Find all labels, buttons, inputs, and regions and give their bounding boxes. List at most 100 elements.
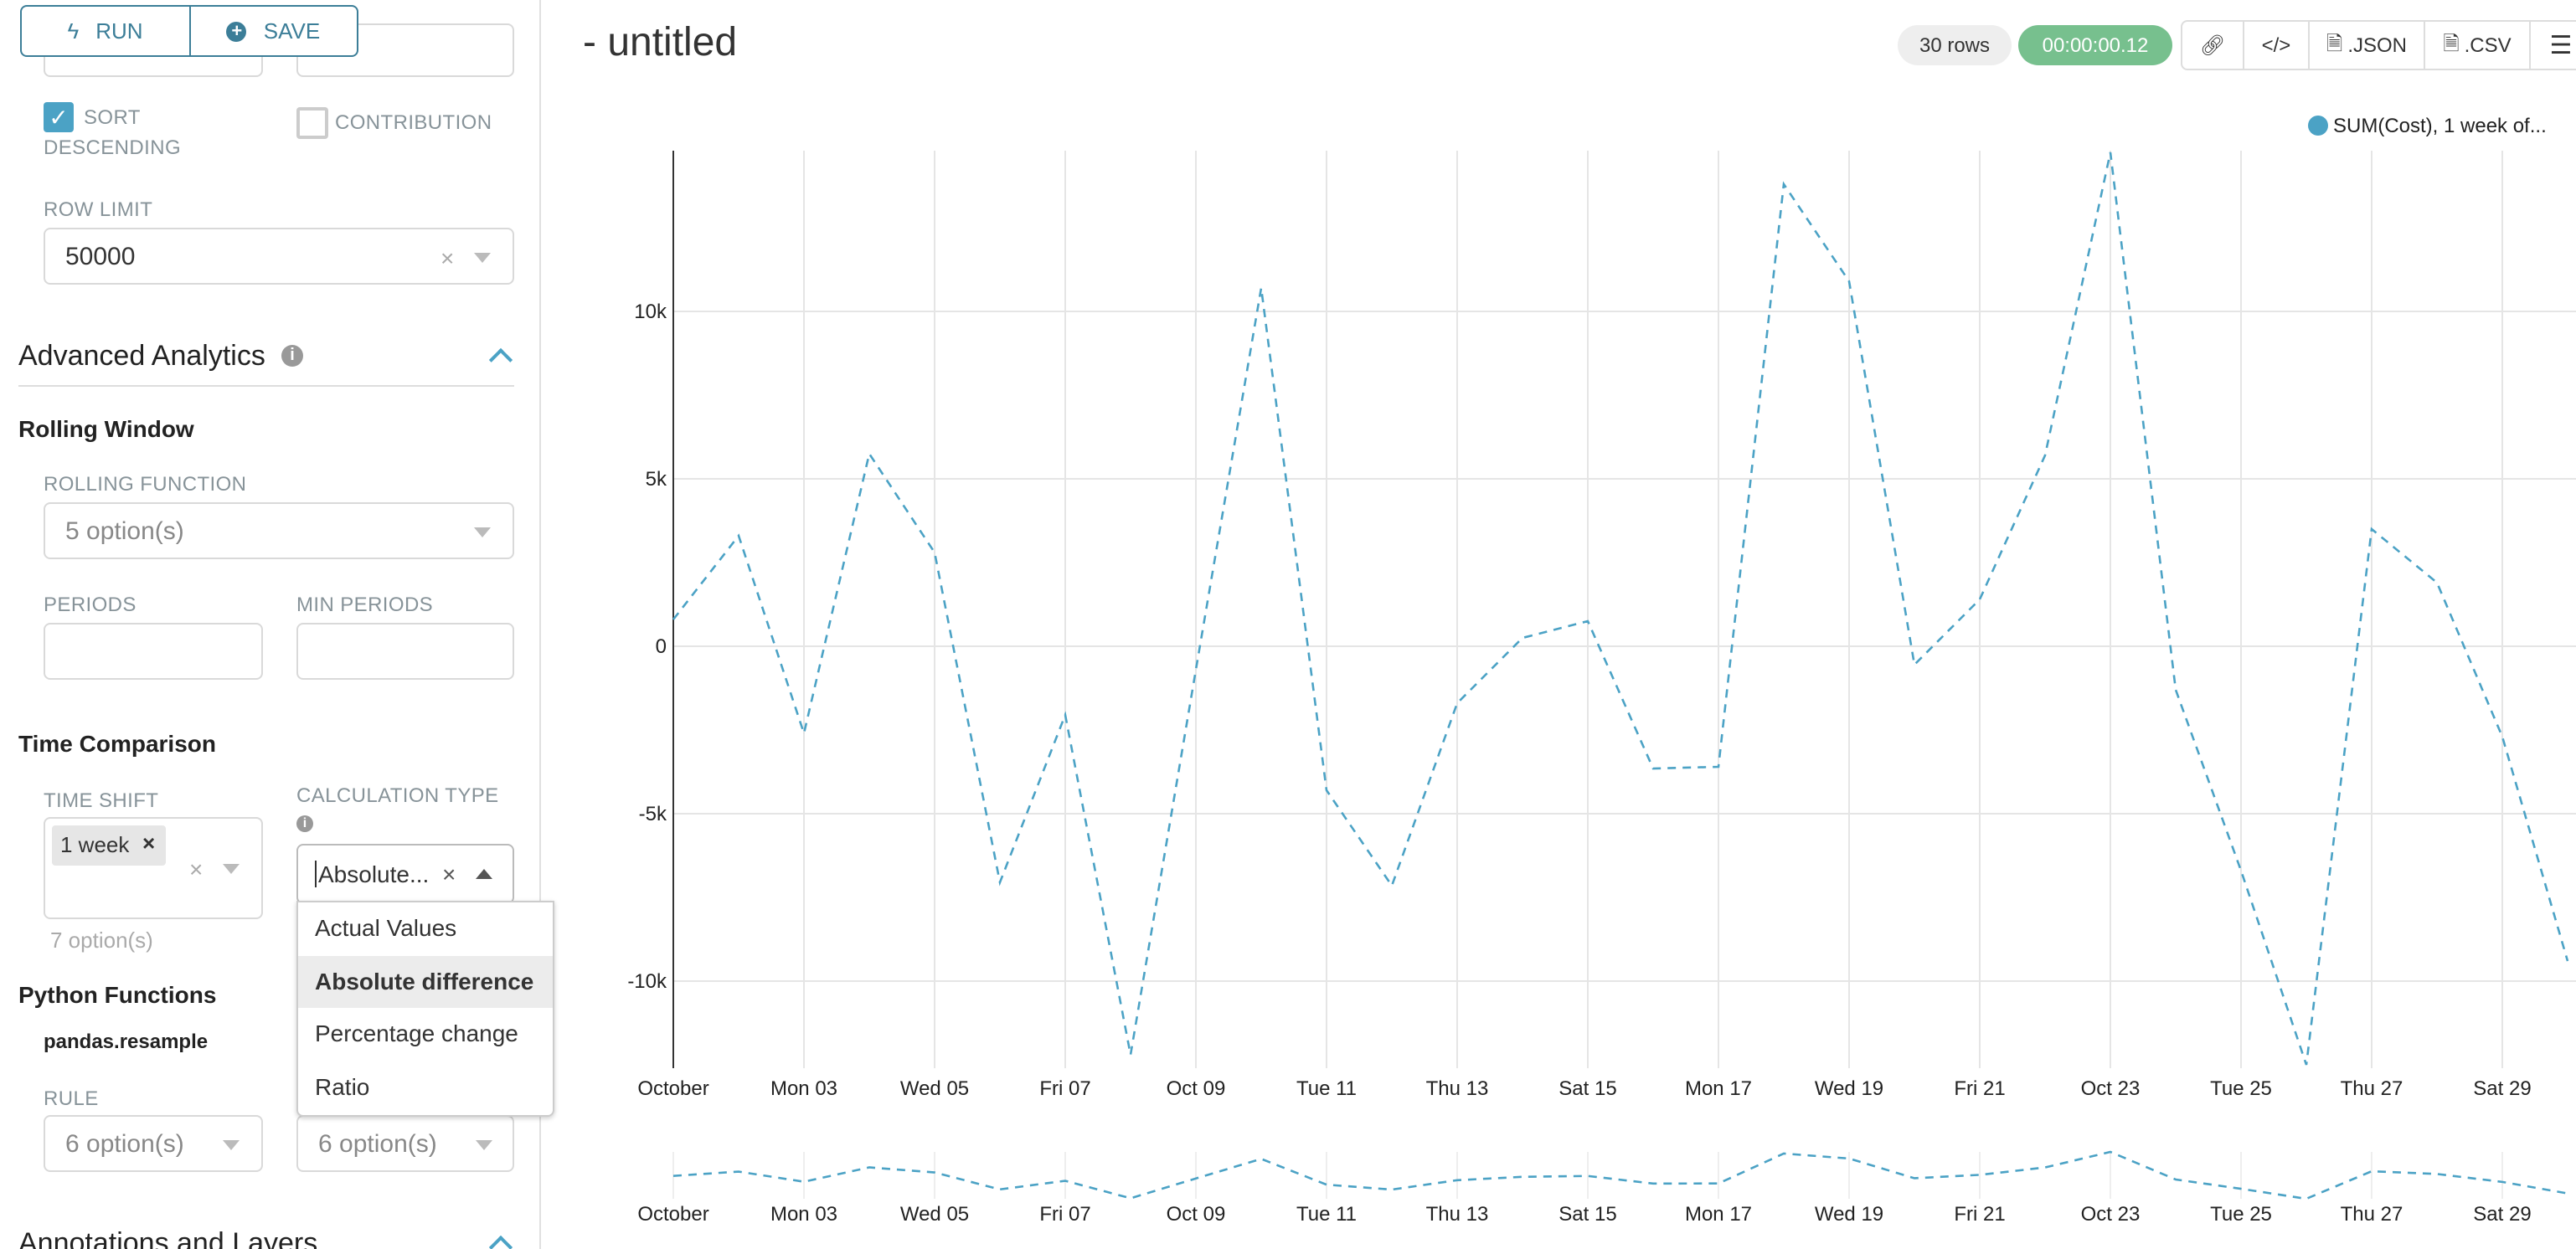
caret-down-icon[interactable] (223, 864, 240, 874)
time-shift-tag: 1 week × (52, 825, 166, 866)
caret-up-icon[interactable] (476, 869, 492, 879)
menu-item-actual-values[interactable]: Actual Values (315, 914, 457, 941)
navigator-tick-label: Fri 21 (1954, 1203, 2005, 1226)
chart-legend[interactable]: SUM(Cost), 1 week of... (2308, 114, 2547, 137)
method-placeholder: 6 option(s) (318, 1130, 437, 1159)
export-csv-button[interactable]: 🗎 .CSV (2424, 22, 2529, 69)
rolling-function-label: ROLLING FUNCTION (44, 472, 247, 496)
x-tick-label: Thu 27 (2341, 1077, 2403, 1100)
y-tick-label: -10k (627, 970, 667, 993)
sort-descending-label-2: DESCENDING (44, 136, 182, 159)
menu-item-percentage-change[interactable]: Percentage change (315, 1020, 518, 1047)
rule-label: RULE (44, 1087, 99, 1110)
chart-actions: 🔗︎ </> 🗎 .JSON 🗎 .CSV ☰ (2181, 20, 2576, 70)
clear-icon[interactable]: × (442, 861, 456, 887)
link-button[interactable]: 🔗︎ (2182, 22, 2243, 69)
remove-tag-icon[interactable]: × (142, 830, 156, 856)
caret-down-icon[interactable] (223, 1140, 240, 1150)
clear-icon[interactable]: × (440, 244, 455, 271)
x-tick-label: Sat 15 (1558, 1077, 1616, 1100)
x-tick-label: Thu 13 (1426, 1077, 1489, 1100)
advanced-analytics-title[interactable]: Advanced Analytics (18, 340, 265, 372)
series-line (672, 152, 2569, 1066)
navigator-tick-label: Tue 25 (2210, 1203, 2272, 1226)
file-text-icon: 🗎 (2443, 31, 2460, 54)
control-panel: ϟ RUN + SAVE ✓ SORT DESCENDING CONTRIBUTIO… (0, 0, 541, 1249)
time-shift-label: TIME SHIFT (44, 789, 159, 812)
x-tick-label: Sat 29 (2473, 1077, 2531, 1100)
calculation-type-value: Absolute... (315, 861, 429, 887)
time-shift-select[interactable]: 1 week × × (44, 817, 263, 919)
navigator-tick-label: October (637, 1203, 708, 1226)
caret-down-icon[interactable] (476, 1140, 492, 1150)
timer-badge: 00:00:00.12 (2018, 25, 2172, 65)
navigator-tick-label: Mon 03 (770, 1203, 837, 1226)
bolt-icon: ϟ (67, 18, 80, 44)
calculation-type-select[interactable]: Absolute... × (296, 844, 514, 904)
legend-label: SUM(Cost), 1 week of... (2333, 114, 2547, 137)
row-count-badge: 30 rows (1898, 25, 2012, 65)
page-title[interactable]: - untitled (583, 20, 738, 65)
menu-item-ratio[interactable]: Ratio (315, 1073, 370, 1101)
menu-item-absolute-difference[interactable]: Absolute difference (298, 955, 553, 1009)
time-shift-hint: 7 option(s) (50, 928, 153, 953)
x-tick-label: Mon 17 (1685, 1077, 1752, 1100)
rule-select[interactable]: 6 option(s) (44, 1115, 263, 1172)
navigator-line (672, 1150, 2568, 1200)
navigator-tick-label: Tue 11 (1296, 1203, 1357, 1226)
periods-label: PERIODS (44, 593, 137, 616)
sort-descending-label: SORT (84, 105, 141, 129)
rolling-window-title: Rolling Window (18, 415, 194, 442)
clear-icon[interactable]: × (189, 856, 204, 882)
save-button[interactable]: + SAVE (188, 7, 357, 55)
y-tick-label: 5k (646, 468, 667, 491)
rule-placeholder: 6 option(s) (65, 1130, 184, 1159)
y-tick-label: 0 (656, 635, 667, 658)
navigator-tick-label: Thu 13 (1426, 1203, 1489, 1226)
sort-descending-checkbox[interactable]: ✓ (44, 102, 74, 132)
row-limit-select[interactable]: 50000 × (44, 228, 514, 285)
navigator-tick-label: Sat 15 (1558, 1203, 1616, 1226)
info-icon[interactable]: i (296, 815, 313, 832)
y-tick-label: -5k (639, 803, 667, 825)
contribution-checkbox[interactable] (296, 107, 328, 139)
periods-input[interactable] (44, 623, 263, 680)
x-tick-label: October (637, 1077, 708, 1100)
time-comparison-title: Time Comparison (18, 730, 216, 757)
x-tick-label: Fri 07 (1039, 1077, 1090, 1100)
x-tick-label: Tue 25 (2210, 1077, 2272, 1100)
link-icon: 🔗︎ (2199, 33, 2226, 57)
navigator-tick-label: Thu 27 (2341, 1203, 2403, 1226)
x-tick-label: Oct 09 (1167, 1077, 1226, 1100)
contribution-label: CONTRIBUTION (335, 111, 492, 134)
navigator-tick-label: Wed 05 (900, 1203, 969, 1226)
y-tick-label: 10k (634, 301, 667, 323)
min-periods-input[interactable] (296, 623, 514, 680)
row-limit-label: ROW LIMIT (44, 198, 153, 221)
info-icon[interactable]: i (281, 345, 303, 367)
annotations-title[interactable]: Annotations and Layers (18, 1227, 318, 1249)
legend-dot-icon (2308, 116, 2328, 136)
rolling-function-select[interactable]: 5 option(s) (44, 502, 514, 559)
x-tick-label: Wed 05 (900, 1077, 969, 1100)
plus-circle-icon: + (226, 21, 247, 41)
caret-down-icon[interactable] (474, 527, 491, 537)
embed-button[interactable]: </> (2243, 22, 2308, 69)
navigator-tick-label: Oct 23 (2081, 1203, 2141, 1226)
x-tick-label: Mon 03 (770, 1077, 837, 1100)
navigator-tick-label: Mon 17 (1685, 1203, 1752, 1226)
row-limit-value: 50000 (65, 243, 136, 271)
x-tick-label: Tue 11 (1296, 1077, 1357, 1100)
run-save-buttons: ϟ RUN + SAVE (20, 5, 358, 57)
calculation-type-menu: Actual Values Absolute difference Percen… (296, 901, 554, 1117)
more-menu-button[interactable]: ☰ (2529, 22, 2576, 69)
x-tick-label: Wed 19 (1815, 1077, 1883, 1100)
run-button[interactable]: ϟ RUN (67, 18, 143, 44)
export-json-button[interactable]: 🗎 .JSON (2308, 22, 2424, 69)
x-tick-label: Fri 21 (1954, 1077, 2005, 1100)
code-icon: </> (2261, 33, 2291, 57)
caret-down-icon[interactable] (474, 253, 491, 263)
navigator-tick-label: Fri 07 (1039, 1203, 1090, 1226)
file-code-icon: 🗎 (2326, 31, 2343, 54)
